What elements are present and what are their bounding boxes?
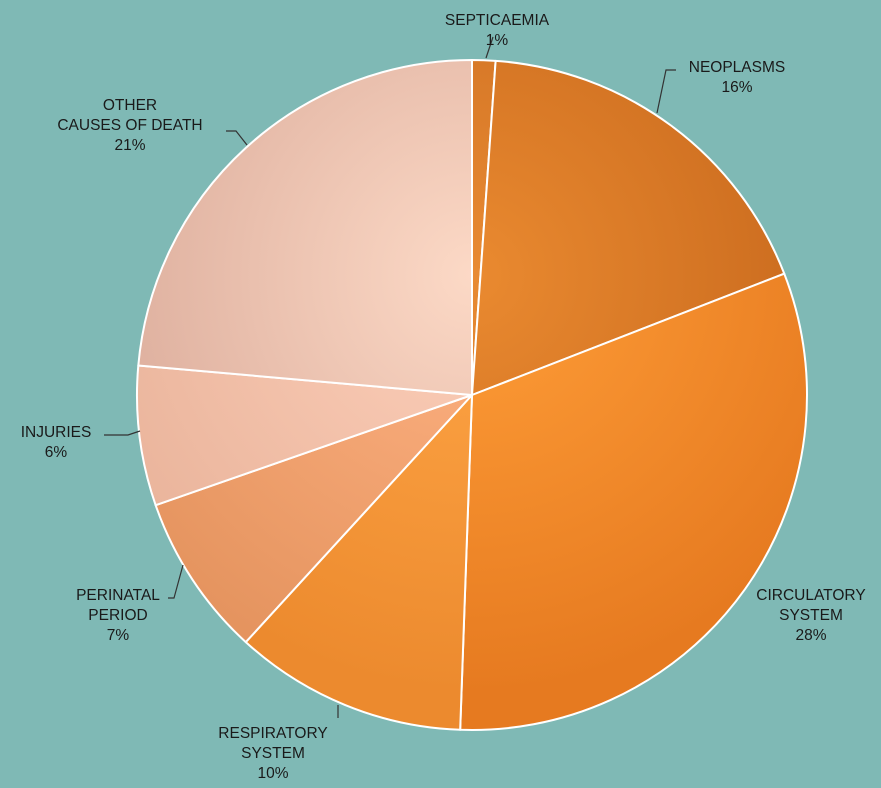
label-pct-septicaemia: 1% bbox=[486, 32, 509, 49]
label-injuries: INJURIES 6% bbox=[21, 424, 92, 461]
slice-labels: SEPTICAEMIA 1% NEOPLASMS 16% CIRCULATORY SYST… bbox=[21, 12, 866, 782]
label-pct-injuries: 6% bbox=[45, 444, 68, 461]
leader-septicaemia bbox=[485, 36, 494, 59]
label-perinatal-period: PERINATAL PERIOD 7% bbox=[76, 587, 160, 644]
leader-injuries bbox=[104, 430, 141, 436]
label-respiratory-system: RESPIRATORY SYSTEM 10% bbox=[218, 725, 327, 782]
leader-perinatal-period bbox=[168, 564, 184, 599]
leader-neoplasms bbox=[656, 69, 676, 114]
label-circulatory-system: CIRCULATORY SYSTEM 28% bbox=[756, 587, 865, 644]
label-name-neoplasms: NEOPLASMS bbox=[689, 59, 785, 76]
slice-respiratory-system[interactable] bbox=[244, 394, 473, 731]
label-name-perinatal-period: PERIOD bbox=[88, 607, 147, 624]
label-pct-circulatory-system: 28% bbox=[795, 627, 826, 644]
label-name-respiratory-system: RESPIRATORY bbox=[218, 725, 327, 742]
label-name-injuries: INJURIES bbox=[21, 424, 92, 441]
slice-injuries[interactable] bbox=[136, 364, 473, 507]
label-septicaemia: SEPTICAEMIA 1% bbox=[445, 12, 550, 49]
label-pct-perinatal-period: 7% bbox=[107, 627, 130, 644]
label-name-circulatory-system: SYSTEM bbox=[779, 607, 843, 624]
pie-slices bbox=[136, 58, 808, 731]
label-name-other-causes-of-death: OTHER bbox=[103, 97, 157, 114]
label-pct-other-causes-of-death: 21% bbox=[114, 137, 145, 154]
label-name-circulatory-system: CIRCULATORY bbox=[756, 587, 865, 604]
slice-other-causes-of-death[interactable] bbox=[137, 59, 473, 396]
leader-lines bbox=[104, 36, 676, 718]
slice-perinatal-period[interactable] bbox=[154, 394, 473, 644]
label-neoplasms: NEOPLASMS 16% bbox=[689, 59, 785, 96]
label-name-septicaemia: SEPTICAEMIA bbox=[445, 12, 550, 29]
leader-other-causes-of-death bbox=[226, 130, 248, 146]
label-pct-respiratory-system: 10% bbox=[257, 765, 288, 782]
label-other-causes-of-death: OTHER CAUSES OF DEATH 21% bbox=[57, 97, 202, 154]
slice-neoplasms[interactable] bbox=[471, 59, 786, 396]
label-pct-neoplasms: 16% bbox=[721, 79, 752, 96]
label-name-other-causes-of-death: CAUSES OF DEATH bbox=[57, 117, 202, 134]
slice-circulatory-system[interactable] bbox=[459, 272, 808, 731]
label-name-respiratory-system: SYSTEM bbox=[241, 745, 305, 762]
label-name-perinatal-period: PERINATAL bbox=[76, 587, 160, 604]
